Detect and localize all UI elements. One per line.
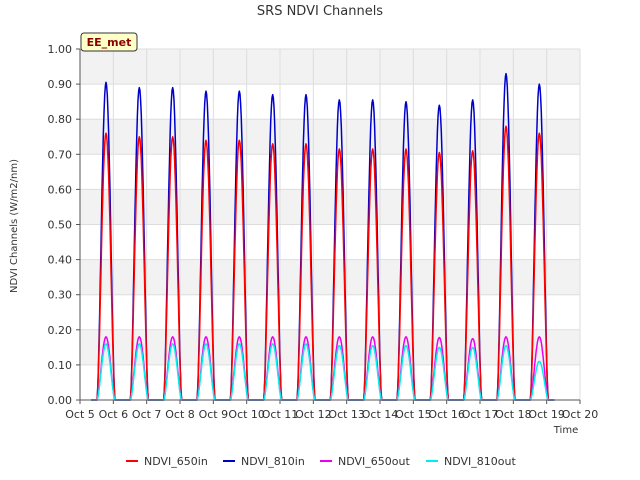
y-tick-label: 0.90	[48, 78, 73, 91]
y-axis-label: NDVI Channels (W/m2/nm)	[9, 159, 20, 293]
x-tick-label: Oct 14	[362, 408, 399, 421]
legend-label-NDVI_650in: NDVI_650in	[144, 455, 208, 468]
x-tick-label: Oct 18	[495, 408, 532, 421]
x-axis-label: Time	[553, 425, 578, 436]
y-ticks: 0.00 0.10 0.20 0.30 0.40 0.50 0.60 0.70 0.80 0.90…	[48, 43, 80, 407]
x-tick-label: Oct 10	[228, 408, 265, 421]
legend-label-NDVI_650out: NDVI_650out	[338, 455, 410, 468]
x-tick-label: Oct 7	[132, 408, 162, 421]
x-tick-label: Oct 5	[65, 408, 95, 421]
y-tick-label: 0.50	[48, 219, 73, 232]
station-badge: EE_met	[80, 32, 138, 52]
x-tick-label: Oct 13	[328, 408, 365, 421]
y-tick-label: 0.10	[48, 359, 73, 372]
x-tick-label: Oct 9	[199, 408, 229, 421]
x-tick-label: Oct 8	[165, 408, 195, 421]
y-tick-label: 0.80	[48, 113, 73, 126]
x-tick-label: Oct 20	[562, 408, 599, 421]
x-tick-label: Oct 19	[528, 408, 565, 421]
y-tick-label: 0.60	[48, 183, 73, 196]
x-tick-label: Oct 16	[428, 408, 465, 421]
y-tick-label: 1.00	[48, 43, 73, 56]
chart-title: SRS NDVI Channels	[257, 4, 383, 19]
y-tick-label: 0.20	[48, 324, 73, 337]
x-tick-label: Oct 17	[462, 408, 499, 421]
badge-text: EE_met	[87, 36, 132, 49]
x-tick-label: Oct 6	[99, 408, 129, 421]
y-tick-label: 0.70	[48, 148, 73, 161]
y-tick-label: 0.40	[48, 254, 73, 267]
x-tick-label: Oct 15	[395, 408, 432, 421]
y-tick-label: 0.30	[48, 289, 73, 302]
legend-label-NDVI_810out: NDVI_810out	[444, 455, 516, 468]
plot-band	[80, 49, 580, 85]
legend-label-NDVI_810in: NDVI_810in	[241, 455, 305, 468]
x-tick-label: Oct 11	[262, 408, 299, 421]
plot-band	[80, 329, 580, 365]
legend: NDVI_650in NDVI_810in NDVI_650out NDVI_810o…	[126, 455, 516, 468]
badge-box	[80, 32, 138, 52]
plot-band	[80, 119, 580, 155]
plot-band	[80, 189, 580, 225]
y-tick-label: 0.00	[48, 394, 73, 407]
plot-band	[80, 259, 580, 295]
x-tick-label: Oct 12	[295, 408, 332, 421]
